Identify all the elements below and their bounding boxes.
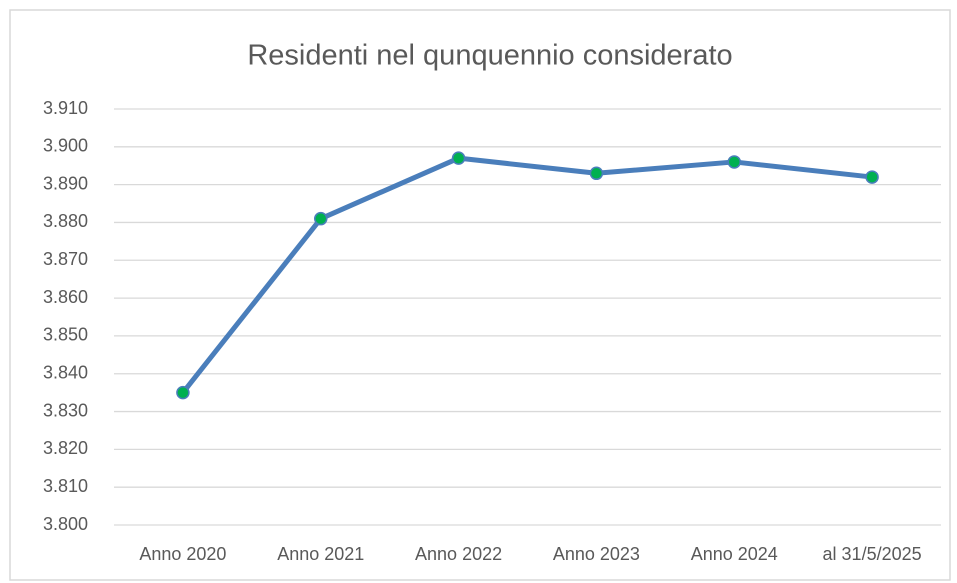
series-line	[180, 155, 875, 396]
data-point	[865, 170, 879, 184]
chart-border	[9, 9, 951, 581]
data-point	[589, 166, 604, 181]
y-tick-label: 3.900	[43, 136, 88, 156]
y-tick-label: 3.840	[43, 362, 88, 382]
x-tick-label: Anno 2023	[553, 544, 640, 564]
x-tick-label: Anno 2022	[415, 544, 502, 564]
y-tick-label: 3.810	[43, 476, 88, 496]
x-tick-label: Anno 2024	[691, 544, 778, 564]
y-tick-label: 3.820	[43, 438, 88, 458]
chart-title: Residenti nel qunquennio considerato	[247, 40, 732, 72]
y-tick-label: 3.870	[43, 249, 88, 269]
x-tick-label: Anno 2021	[277, 544, 364, 564]
x-tick-label: Anno 2020	[139, 544, 226, 564]
y-tick-label: 3.880	[43, 211, 88, 231]
y-tick-label: 3.890	[43, 173, 88, 193]
data-point	[727, 155, 741, 169]
y-tick-label: 3.910	[43, 98, 88, 118]
y-tick-label: 3.830	[43, 400, 88, 420]
y-tick-label: 3.860	[43, 287, 88, 307]
data-point	[314, 211, 328, 226]
y-tick-label: 3.800	[43, 514, 88, 534]
data-point	[451, 151, 466, 165]
y-tick-label: 3.850	[43, 325, 88, 345]
data-point	[176, 385, 190, 400]
x-tick-label: al 31/5/2025	[823, 544, 922, 564]
